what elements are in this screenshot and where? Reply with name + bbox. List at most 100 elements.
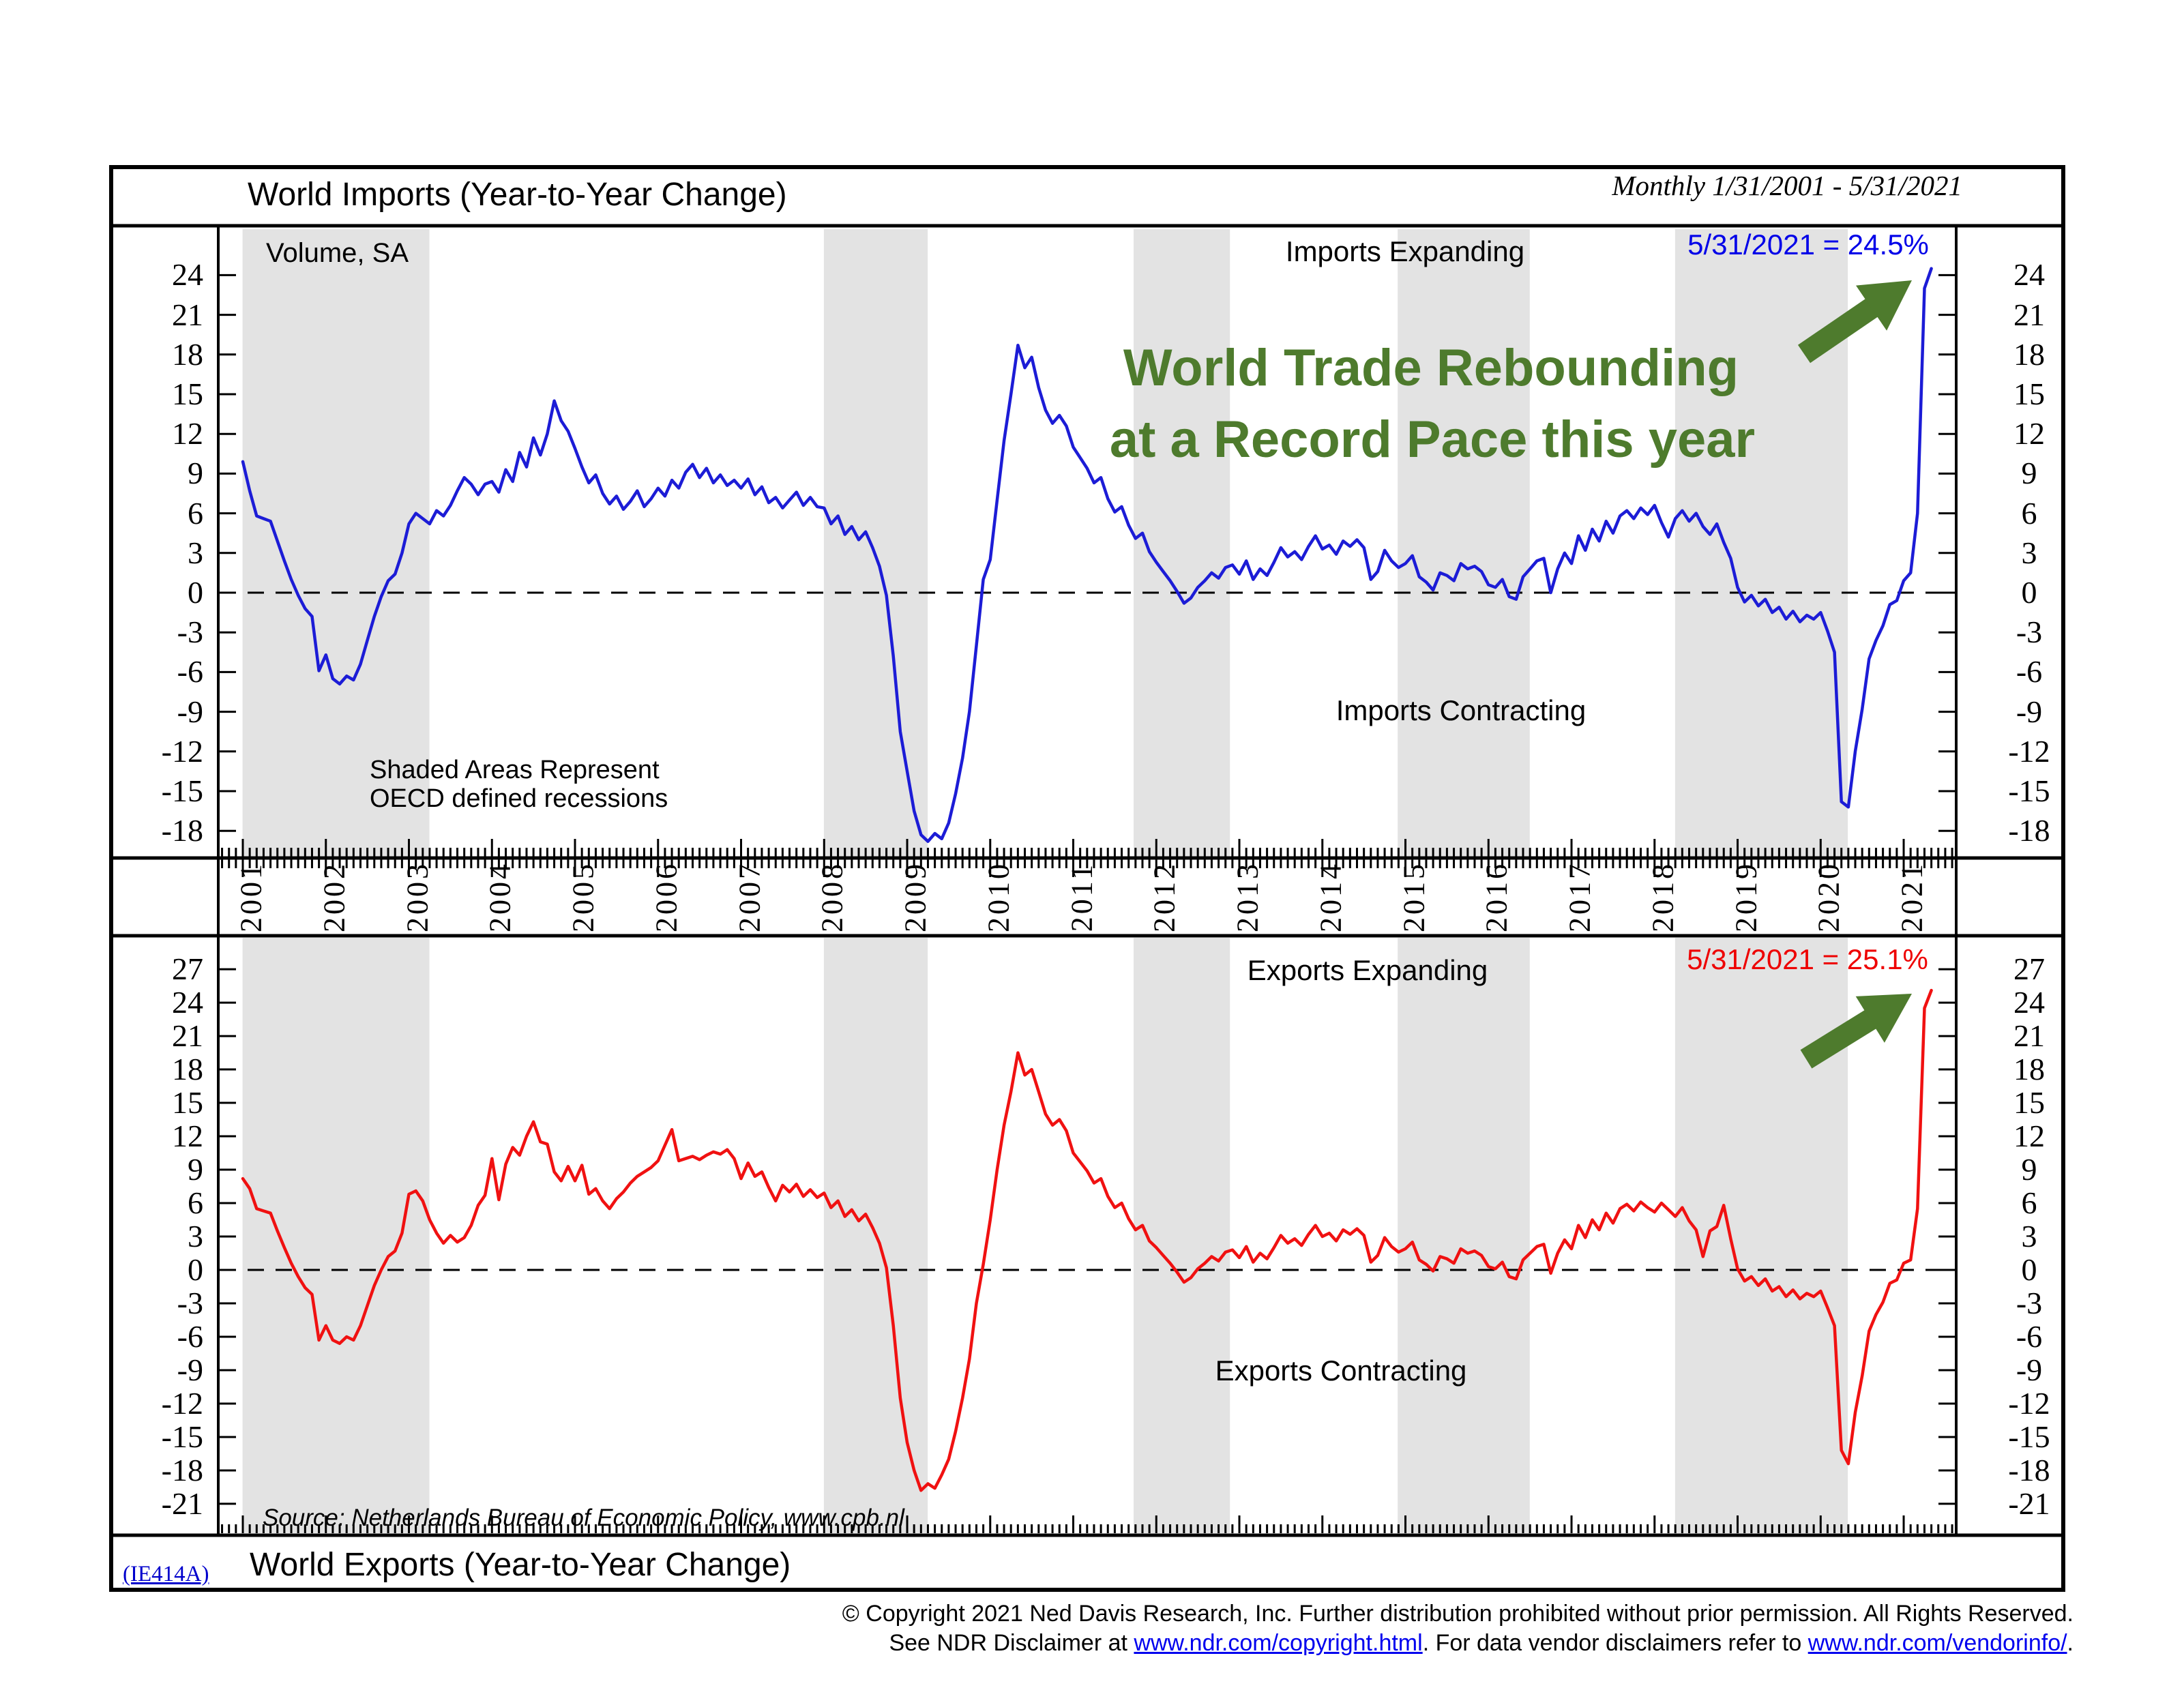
outer-frame: [109, 165, 2065, 1592]
recession-band: [1134, 229, 1230, 857]
annotation-line-2: at a Record Pace this year: [1109, 411, 1756, 469]
vendorinfo-url-link[interactable]: www.ndr.com/vendorinfo/: [1807, 1630, 2067, 1656]
x-axis-year-label: 2019: [1729, 861, 1763, 932]
x-axis-year-label: 2007: [733, 861, 766, 932]
x-axis-year-label: 2021: [1895, 861, 1929, 932]
y-tick-label: 24: [172, 985, 203, 1020]
exports-contracting-label: Exports Contracting: [1215, 1354, 1467, 1387]
y-tick-label: 12: [172, 416, 203, 451]
y-tick-label: -9: [177, 694, 203, 729]
y-tick-label: 3: [188, 535, 203, 570]
x-axis-year-label: 2002: [317, 861, 351, 932]
x-axis-year-label: 2013: [1230, 861, 1265, 932]
chart-code-link[interactable]: (IE414A): [123, 1562, 209, 1586]
up-trend-arrow-icon: [1800, 994, 1912, 1069]
y-tick-label: 18: [2013, 336, 2045, 372]
y-tick-label: 24: [2013, 257, 2045, 293]
y-tick-label: 0: [188, 575, 203, 610]
shaded-note-line-2: OECD defined recessions: [370, 784, 668, 813]
imports-line: [241, 267, 1933, 843]
y-tick-label: 15: [2013, 1085, 2045, 1121]
copyright-url-link[interactable]: www.ndr.com/copyright.html: [1134, 1630, 1423, 1656]
y-tick-label: -18: [2008, 813, 2050, 848]
y-tick-label: 12: [2013, 1119, 2045, 1154]
y-tick-label: 27: [2013, 951, 2045, 987]
y-tick-label: -21: [161, 1485, 203, 1521]
x-axis-year-label: 2006: [649, 861, 683, 932]
imports-contracting-label: Imports Contracting: [1336, 694, 1587, 726]
y-tick-label: 15: [2013, 376, 2045, 411]
copyright-line-1: © Copyright 2021 Ned Davis Research, Inc…: [842, 1601, 2074, 1627]
shaded-note-line-1: Shaded Areas Represent: [370, 756, 660, 784]
y-tick-label: 18: [172, 1052, 203, 1087]
y-tick-label: 9: [2021, 456, 2037, 491]
y-tick-label: -9: [177, 1352, 203, 1387]
y-tick-label: 0: [2021, 1252, 2037, 1287]
x-axis-year-label: 2011: [1065, 861, 1099, 932]
copyright-line-2: See NDR Disclaimer at www.ndr.com/copyri…: [889, 1630, 2074, 1656]
y-tick-label: 6: [2021, 495, 2037, 531]
y-tick-label: 21: [172, 297, 203, 332]
x-axis-year-label: 2001: [234, 861, 268, 932]
period-range-label: Monthly 1/31/2001 - 5/31/2021: [1612, 170, 1962, 201]
exports-latest-value-label: 5/31/2021 = 25.1%: [1687, 943, 1928, 975]
x-axis-year-label: 2005: [566, 861, 600, 932]
exports-chart-title: World Exports (Year-to-Year Change): [250, 1547, 791, 1583]
y-tick-label: 24: [2013, 985, 2045, 1020]
x-axis-year-label: 2004: [483, 861, 517, 932]
x-axis-year-label: 2017: [1563, 861, 1597, 932]
y-tick-label: -12: [2008, 1385, 2050, 1421]
y-tick-label: -18: [161, 813, 203, 848]
recession-band: [1398, 938, 1530, 1533]
y-tick-label: 21: [2013, 1018, 2045, 1054]
y-tick-label: 27: [172, 951, 203, 987]
x-axis-year-label: 2018: [1646, 861, 1680, 932]
x-axis-year-label: 2008: [815, 861, 849, 932]
y-tick-label: 18: [2013, 1052, 2045, 1087]
y-tick-label: 15: [172, 1085, 203, 1121]
y-tick-label: -9: [2016, 694, 2043, 729]
y-tick-label: -12: [161, 1385, 203, 1421]
y-tick-label: 3: [188, 1219, 203, 1254]
source-label: Source: Netherlands Bureau of Economic P…: [263, 1505, 904, 1531]
recession-band: [1674, 229, 1848, 857]
imports-chart-title: World Imports (Year-to-Year Change): [248, 177, 787, 213]
y-tick-label: 6: [188, 1185, 203, 1221]
y-tick-label: -18: [2008, 1452, 2050, 1487]
y-tick-label: 3: [2021, 1219, 2037, 1254]
recession-band: [1134, 938, 1230, 1533]
y-tick-label: 15: [172, 376, 203, 411]
y-tick-label: -6: [177, 654, 203, 690]
x-axis-year-label: 2014: [1314, 861, 1348, 932]
y-tick-label: 9: [188, 1152, 203, 1187]
exports-line: [241, 988, 1933, 1492]
y-tick-label: 12: [172, 1119, 203, 1154]
y-tick-label: 18: [172, 336, 203, 372]
x-axis-year-label: 2016: [1479, 861, 1514, 932]
imports-expanding-label: Imports Expanding: [1285, 235, 1525, 267]
x-axis-year-label: 2003: [400, 861, 434, 932]
recession-band: [1674, 938, 1848, 1533]
y-tick-label: 21: [2013, 297, 2045, 332]
x-axis-year-label: 2012: [1147, 861, 1181, 932]
y-tick-label: 3: [2021, 535, 2037, 570]
disclaimer-text-pre: See NDR Disclaimer at: [889, 1630, 1134, 1656]
up-trend-arrow-icon: [1797, 280, 1912, 364]
recession-band: [242, 938, 430, 1533]
y-tick-label: -3: [177, 615, 203, 650]
y-tick-label: 0: [188, 1252, 203, 1287]
y-tick-label: -9: [2016, 1352, 2043, 1387]
y-tick-label: 24: [172, 257, 203, 293]
y-tick-label: -6: [2016, 654, 2043, 690]
y-tick-label: -6: [177, 1318, 203, 1354]
imports-latest-value-label: 5/31/2021 = 24.5%: [1687, 228, 1929, 261]
y-tick-label: 9: [2021, 1152, 2037, 1187]
y-tick-label: 0: [2021, 575, 2037, 610]
exports-expanding-label: Exports Expanding: [1247, 954, 1488, 986]
y-tick-label: -6: [2016, 1318, 2043, 1354]
recession-band: [242, 229, 430, 857]
y-tick-label: -3: [2016, 615, 2043, 650]
volume-sa-label: Volume, SA: [266, 238, 409, 268]
